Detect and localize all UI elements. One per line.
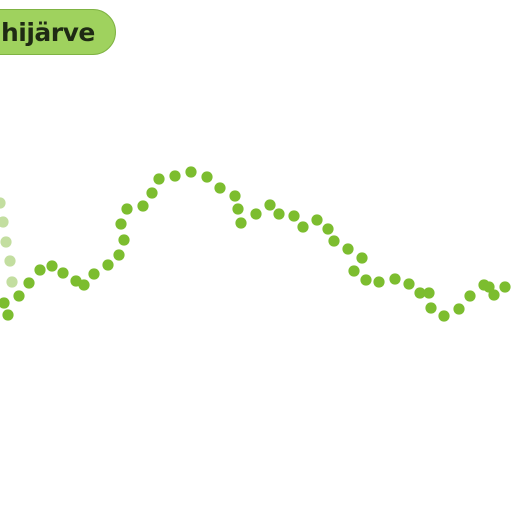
trail-dot-faded — [6, 276, 18, 288]
trail-dots — [0, 166, 511, 322]
trail-dot — [118, 234, 130, 246]
trail-dot — [78, 279, 90, 291]
trail-dot-faded — [0, 197, 6, 209]
trail-dot — [464, 290, 476, 302]
trail-dot — [34, 264, 46, 276]
trail-dot — [115, 218, 127, 230]
trail-dot — [146, 187, 158, 199]
place-label-text: hijärve — [1, 17, 95, 47]
trail-dot — [488, 289, 500, 301]
trail-dot — [425, 302, 437, 314]
trail-dot — [250, 208, 262, 220]
trail-dot — [88, 268, 100, 280]
trail-dot — [273, 208, 285, 220]
place-label-pill[interactable]: hijärve — [0, 9, 116, 55]
trail-dot-faded — [0, 236, 12, 248]
trail-dot — [414, 287, 426, 299]
trail-dot — [360, 274, 372, 286]
trail-dot — [264, 199, 276, 211]
trail-dot — [201, 171, 213, 183]
trail-dot — [137, 200, 149, 212]
trail-dot — [342, 243, 354, 255]
trail-dot — [13, 290, 25, 302]
trail-dot — [2, 309, 14, 321]
trail-dot — [438, 310, 450, 322]
trail-dot — [229, 190, 241, 202]
trail-dot — [235, 217, 247, 229]
trail-dot — [348, 265, 360, 277]
trail-dot — [169, 170, 181, 182]
trail-dot — [102, 259, 114, 271]
trail-dot — [328, 235, 340, 247]
trail-dot — [356, 252, 368, 264]
trail-dot — [403, 278, 415, 290]
trail-dot — [0, 297, 10, 309]
trail-dot-faded — [0, 216, 9, 228]
trail-dot — [153, 173, 165, 185]
trail-dot — [311, 214, 323, 226]
trail-dot — [483, 281, 495, 293]
trail-dot — [499, 281, 511, 293]
trail-dot — [373, 276, 385, 288]
trail-dot — [322, 223, 334, 235]
trail-dot — [423, 287, 435, 299]
trail-dot — [389, 273, 401, 285]
trail-dot — [214, 182, 226, 194]
trail-dot — [288, 210, 300, 222]
trail-faded-dots — [0, 197, 18, 288]
trail-dot — [297, 221, 309, 233]
trail-dot — [453, 303, 465, 315]
trail-dot — [57, 267, 69, 279]
trail-dot — [113, 249, 125, 261]
trail-dot — [232, 203, 244, 215]
trail-dot — [23, 277, 35, 289]
trail-dot-faded — [4, 255, 16, 267]
trail-dot — [185, 166, 197, 178]
trail-dot — [121, 203, 133, 215]
trail-dot — [46, 260, 58, 272]
